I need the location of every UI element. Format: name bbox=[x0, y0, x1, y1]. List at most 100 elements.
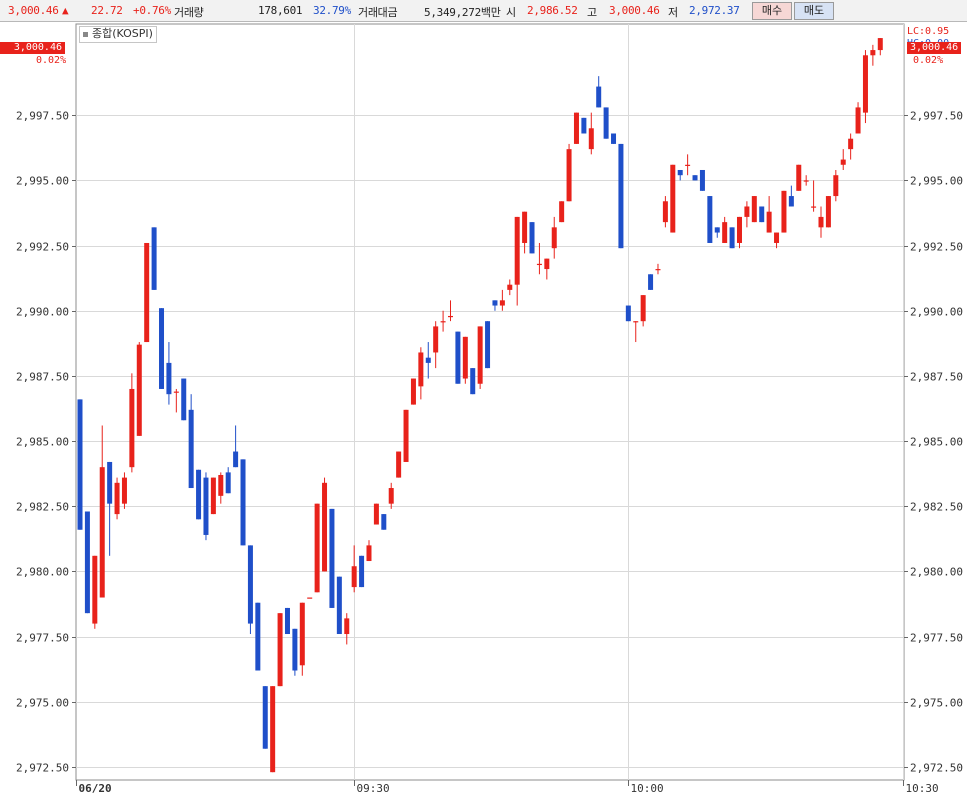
y-tick-label-right: 2,975.00 bbox=[910, 697, 963, 710]
candle-body bbox=[781, 190, 787, 233]
y-tick-label-right: 2,985.00 bbox=[910, 436, 963, 449]
candle-body bbox=[862, 55, 868, 113]
candle-body bbox=[648, 274, 654, 290]
candle-body bbox=[129, 388, 135, 468]
candle-body bbox=[262, 686, 268, 749]
candle-body bbox=[662, 201, 668, 223]
candle-body bbox=[603, 107, 609, 139]
y-tick-label-left: 2,977.50 bbox=[16, 632, 69, 645]
candle-body bbox=[514, 216, 520, 285]
candle-body bbox=[233, 451, 239, 468]
candle-body bbox=[322, 482, 328, 572]
candle-body bbox=[566, 149, 572, 202]
y-tick-label-left: 2,982.50 bbox=[16, 501, 69, 514]
candle-body bbox=[277, 613, 283, 687]
candle-body bbox=[366, 545, 372, 562]
candle-body bbox=[707, 196, 713, 243]
candle-body bbox=[877, 38, 883, 51]
candle-body bbox=[751, 196, 757, 223]
high-value: 3,000.46 bbox=[609, 4, 660, 17]
up-arrow-icon: ▲ bbox=[62, 4, 69, 17]
candle-body bbox=[596, 86, 602, 108]
plot-area bbox=[75, 23, 905, 781]
candle-body bbox=[92, 555, 98, 624]
candle-body bbox=[722, 222, 728, 243]
candle-body bbox=[677, 169, 683, 176]
ticker-bar: 3,000.46 ▲ 22.72 +0.76% 거래량 178,601 32.7… bbox=[0, 0, 967, 22]
candle-body bbox=[292, 628, 298, 671]
candle-body bbox=[536, 263, 542, 266]
candle-body bbox=[99, 467, 105, 598]
candle-body bbox=[455, 331, 461, 384]
x-tick-label: 10:30 bbox=[906, 782, 939, 794]
candle-body bbox=[611, 133, 617, 144]
candle-body bbox=[729, 227, 735, 249]
candle-body bbox=[803, 180, 809, 182]
candle-body bbox=[381, 514, 387, 530]
open-value: 2,986.52 bbox=[527, 4, 578, 17]
candle-body bbox=[811, 206, 817, 208]
candle-body bbox=[699, 169, 705, 191]
candle-body bbox=[544, 258, 550, 270]
candle-body bbox=[196, 469, 202, 520]
open-label: 시 bbox=[506, 6, 516, 19]
candlestick-chart[interactable]: 2,972.50 2,972.50 2,975.00 2,975.00 2,977.50… bbox=[0, 22, 967, 794]
candle-body bbox=[625, 305, 631, 322]
x-tick-label: 10:00 bbox=[631, 782, 664, 794]
candle-body bbox=[685, 164, 691, 166]
x-tick-label: 09:30 bbox=[357, 782, 390, 794]
candle-body bbox=[848, 138, 854, 150]
legend[interactable]: 종합(KOSPI) bbox=[79, 26, 157, 43]
y-tick-label-right: 2,980.00 bbox=[910, 566, 963, 579]
candle-body bbox=[507, 284, 513, 290]
y-tick-label-left: 2,992.50 bbox=[16, 241, 69, 254]
candle-body bbox=[314, 503, 320, 593]
price-change-pct: +0.76% bbox=[133, 4, 171, 17]
candle-body bbox=[529, 222, 535, 254]
candle-body bbox=[840, 159, 846, 165]
buy-button[interactable]: 매수 bbox=[752, 2, 792, 20]
sell-button[interactable]: 매도 bbox=[794, 2, 834, 20]
candle-body bbox=[203, 477, 209, 535]
right-price-tag: 3,000.46 bbox=[907, 42, 962, 54]
high-label: 고 bbox=[587, 6, 597, 19]
candle-body bbox=[166, 362, 172, 395]
candle-body bbox=[655, 269, 661, 271]
y-tick-label-left: 2,995.00 bbox=[16, 175, 69, 188]
candle-body bbox=[107, 461, 113, 504]
lc-label: LC:0.95 bbox=[907, 26, 950, 37]
y-tick-label-right: 2,995.00 bbox=[910, 175, 963, 188]
candle-body bbox=[210, 477, 216, 515]
low-value: 2,972.37 bbox=[689, 4, 740, 17]
amount-label: 거래대금 bbox=[358, 6, 398, 19]
y-tick-label-left: 2,985.00 bbox=[16, 436, 69, 449]
candle-body bbox=[351, 566, 357, 588]
candle-body bbox=[522, 211, 528, 243]
candle-body bbox=[136, 344, 142, 436]
candle-body bbox=[462, 336, 468, 379]
candle-body bbox=[448, 315, 453, 318]
candle-body bbox=[477, 326, 483, 384]
candle-body bbox=[255, 602, 261, 671]
candle-body bbox=[388, 488, 394, 504]
current-price: 3,000.46 bbox=[8, 4, 59, 17]
amount-value: 5,349,272백만 bbox=[424, 6, 501, 19]
candle-body bbox=[618, 143, 624, 249]
volume-ratio: 32.79% bbox=[313, 4, 351, 17]
candle-body bbox=[188, 409, 194, 489]
y-tick-label-right: 2,977.50 bbox=[910, 632, 963, 645]
candle-body bbox=[796, 164, 802, 191]
candle-body bbox=[470, 368, 476, 395]
candle-body bbox=[173, 391, 179, 393]
candle-body bbox=[218, 474, 224, 496]
candle-body bbox=[114, 482, 120, 515]
candle-body bbox=[855, 107, 861, 134]
candle-body bbox=[440, 321, 446, 323]
candle-body bbox=[77, 399, 83, 530]
candle-body bbox=[270, 686, 276, 773]
y-tick-label-left: 2,987.50 bbox=[16, 371, 69, 384]
y-tick-label-right: 2,992.50 bbox=[910, 241, 963, 254]
candle-body bbox=[225, 472, 231, 494]
y-tick-label-right: 2,972.50 bbox=[910, 762, 963, 775]
y-tick-label-right: 2,997.50 bbox=[910, 110, 963, 123]
